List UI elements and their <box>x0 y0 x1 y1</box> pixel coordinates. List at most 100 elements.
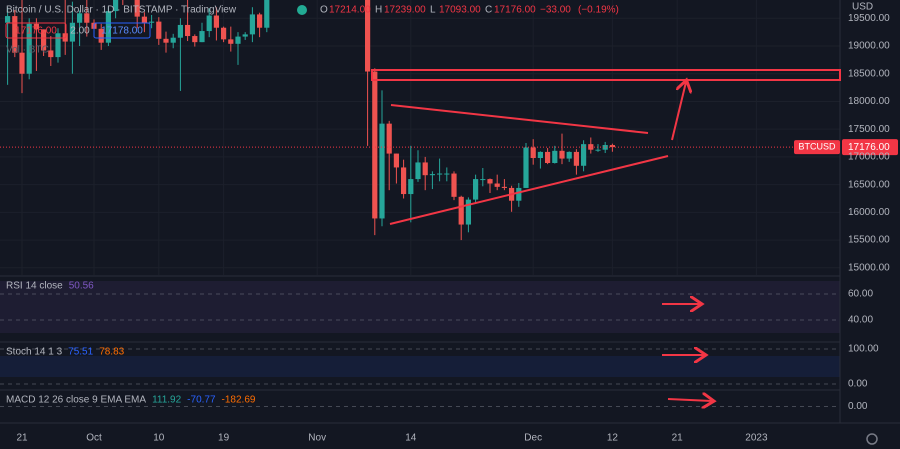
sell-box[interactable] <box>5 22 67 39</box>
candle-body <box>458 196 464 225</box>
legend-value: 17176.00 <box>494 5 536 16</box>
buy-box[interactable] <box>93 22 151 39</box>
candle-body <box>98 28 104 43</box>
candle-body <box>48 50 54 58</box>
macd-arrow <box>667 399 712 401</box>
price-tag <box>842 139 898 156</box>
legend-key: H <box>375 5 382 16</box>
settings-icon[interactable] <box>866 433 878 445</box>
price-tag-label: 17176.00 <box>848 142 890 153</box>
candle-body <box>156 21 162 39</box>
candle-body <box>581 144 587 166</box>
candle-body <box>242 34 248 37</box>
y-tick-label: 17500.00 <box>848 124 890 135</box>
indicator-value: 111.92 <box>152 395 182 406</box>
candle-body <box>437 173 443 175</box>
candle-body <box>408 179 414 195</box>
candle-body <box>566 151 572 159</box>
candle-body <box>487 179 493 184</box>
currency: USD <box>852 2 873 13</box>
candle-body <box>228 39 234 44</box>
legend-key: C <box>485 5 492 16</box>
sell-price[interactable]: 17176.00 <box>15 26 57 37</box>
candle-body <box>494 183 500 187</box>
candle-body <box>588 144 594 150</box>
legend-key: O <box>320 5 328 16</box>
candle-body <box>41 29 47 51</box>
candle-body <box>163 38 169 43</box>
y-tick-label: 19000.00 <box>848 41 890 52</box>
rsi-band <box>0 281 840 333</box>
candle-body <box>516 187 522 201</box>
candle-body <box>170 37 176 43</box>
candle-body <box>386 123 392 154</box>
candle-body <box>213 15 219 28</box>
x-tick-label: 2023 <box>745 433 768 444</box>
indicator-tick-label: 40.00 <box>848 315 873 326</box>
indicator-value: 75.51 <box>68 347 93 358</box>
x-tick-label: Oct <box>86 433 102 444</box>
candle-body <box>199 31 205 43</box>
candle-body <box>545 151 551 164</box>
symbol-tag-label: BTCUSD <box>798 142 836 152</box>
spread: 2.00 <box>70 26 90 37</box>
candle-body <box>235 36 241 44</box>
legend-key: L <box>430 5 436 16</box>
candle-body <box>177 24 183 38</box>
indicator-tick-label: 100.00 <box>848 344 879 355</box>
breakout-arrow <box>671 82 686 141</box>
candle-body <box>5 16 11 23</box>
candle-body <box>444 173 450 175</box>
x-tick-label: 19 <box>218 433 230 444</box>
header: Bitcoin / U.S. Dollar · 1D · BITSTAMP · … <box>5 2 878 445</box>
candle-body <box>523 147 529 188</box>
candle-body <box>501 186 507 188</box>
candle-body <box>26 23 32 74</box>
stoch-band <box>0 356 840 377</box>
candle-body <box>221 27 227 40</box>
change: −33.00 <box>540 5 571 16</box>
candle-body <box>537 151 543 159</box>
candle-body <box>185 24 191 37</box>
y-tick-label: 18500.00 <box>848 68 890 79</box>
target-zone <box>371 69 841 81</box>
triangle-upper <box>390 104 649 134</box>
legend-value: 17093.00 <box>439 5 481 16</box>
y-tick-label: 15500.00 <box>848 235 890 246</box>
candle-body <box>422 162 428 176</box>
candle-body <box>365 0 371 72</box>
candle-body <box>33 23 39 30</box>
candle-body <box>113 0 119 12</box>
symbol-title: Bitcoin / U.S. Dollar · 1D · BITSTAMP · … <box>6 5 237 16</box>
candle-body <box>12 16 18 53</box>
overlay: BTCUSD 17176.00 <box>794 139 898 156</box>
candle-body <box>595 149 601 151</box>
y-tick-label: 16000.00 <box>848 207 890 218</box>
y-tick-label: 15000.00 <box>848 262 890 273</box>
triangle-lower <box>389 155 669 225</box>
candle-body <box>401 167 407 195</box>
indicator-tick-label: 60.00 <box>848 289 873 300</box>
y-tick-label: 16500.00 <box>848 179 890 190</box>
indicator-tick-label: 0.00 <box>848 401 868 412</box>
candle-body <box>149 21 155 23</box>
y-tick-label: 17000.00 <box>848 152 890 163</box>
indicator-label: Stoch 14 1 3 <box>6 347 63 358</box>
y-tick-label: 18000.00 <box>848 96 890 107</box>
buy-price[interactable]: 17178.00 <box>101 26 143 37</box>
candle-body <box>379 123 385 219</box>
candle-body <box>429 174 435 176</box>
indicator-value: -182.69 <box>222 395 256 406</box>
candle-body <box>451 173 457 197</box>
candle-body <box>393 153 399 168</box>
candle-body <box>602 145 608 150</box>
candle-body <box>480 179 486 181</box>
price-pane <box>0 0 840 241</box>
candle-body <box>84 13 90 23</box>
candle-body <box>573 151 579 166</box>
change-percent: (−0.19%) <box>578 5 619 16</box>
candle-body <box>552 150 558 164</box>
indicator-tick-label: 0.00 <box>848 379 868 390</box>
